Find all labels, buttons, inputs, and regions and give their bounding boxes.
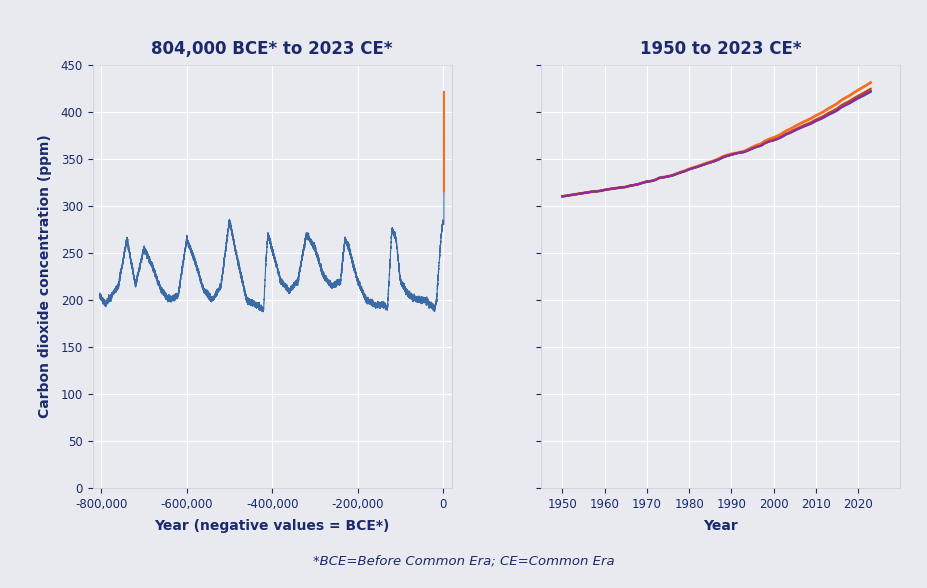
Y-axis label: Carbon dioxide concentration (ppm): Carbon dioxide concentration (ppm) [38,135,53,418]
X-axis label: Year (negative values = BCE*): Year (negative values = BCE*) [155,519,389,533]
Text: *BCE=Before Common Era; CE=Common Era: *BCE=Before Common Era; CE=Common Era [312,554,615,567]
X-axis label: Year: Year [703,519,737,533]
Title: 1950 to 2023 CE*: 1950 to 2023 CE* [640,39,801,58]
Title: 804,000 BCE* to 2023 CE*: 804,000 BCE* to 2023 CE* [151,39,392,58]
